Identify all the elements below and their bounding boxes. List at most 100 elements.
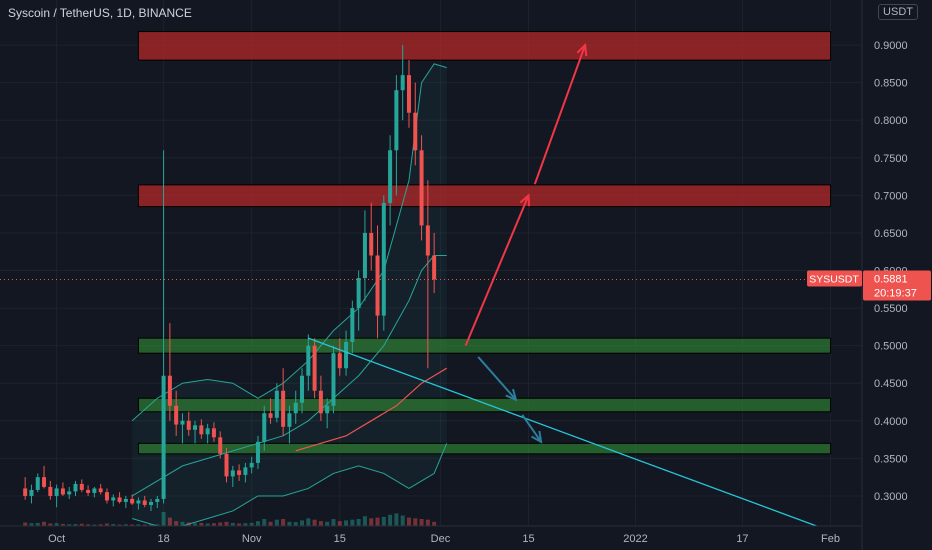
volume-bar — [406, 517, 411, 526]
candle — [111, 494, 116, 507]
candle — [193, 420, 198, 444]
candle — [281, 368, 286, 436]
volume-bar — [92, 524, 97, 526]
candle-body — [130, 498, 135, 504]
y-tick-label: 0.4500 — [874, 378, 908, 390]
volume-bar — [142, 524, 147, 526]
candle-body — [117, 497, 122, 502]
candle-body — [67, 491, 72, 495]
candle-body — [211, 428, 216, 438]
volume-bar — [42, 521, 47, 526]
candle — [432, 232, 437, 294]
x-tick-label: 15 — [522, 533, 534, 545]
candle-body — [350, 308, 355, 342]
candle-body — [337, 353, 342, 369]
candle-body — [73, 483, 78, 492]
candle — [161, 150, 166, 504]
volume-bar — [54, 523, 59, 526]
candle — [388, 135, 393, 226]
candle — [300, 368, 305, 414]
candle — [312, 338, 317, 399]
candle — [306, 334, 311, 391]
candle-body — [419, 150, 424, 226]
candle-body — [29, 489, 34, 496]
volume-bar — [300, 520, 305, 526]
volume-bar — [211, 523, 216, 526]
volume-bar — [98, 524, 103, 526]
candle — [218, 431, 223, 459]
candle-body — [218, 437, 223, 454]
volume-bar — [337, 521, 342, 526]
y-tick-label: 0.9000 — [874, 40, 908, 52]
candle — [174, 390, 179, 436]
candle-body — [432, 255, 437, 280]
candle-body — [400, 75, 405, 91]
volume-bar — [48, 523, 53, 526]
candle-body — [186, 420, 191, 430]
candle — [73, 480, 78, 496]
candle — [92, 486, 97, 498]
volume-bar — [274, 519, 279, 526]
candle-body — [331, 353, 336, 406]
candle — [274, 383, 279, 423]
candle-body — [268, 413, 273, 418]
candle — [425, 180, 430, 369]
volume-bar — [174, 521, 179, 526]
candle-body — [193, 425, 198, 430]
candle — [130, 494, 135, 505]
red-arrow — [464, 194, 530, 347]
candle — [199, 419, 204, 439]
support-zone — [137, 397, 832, 413]
volume-bar — [306, 518, 311, 526]
candle-body — [35, 477, 40, 490]
x-tick-label: Nov — [242, 533, 262, 545]
candle — [400, 45, 405, 121]
volume-bar — [205, 523, 210, 526]
candle — [104, 488, 109, 504]
candle-body — [161, 375, 166, 499]
candle — [23, 477, 28, 500]
volume-bar — [218, 522, 223, 526]
candle — [318, 375, 323, 421]
volume-bar — [432, 521, 437, 526]
candle — [262, 405, 267, 451]
candle-body — [136, 500, 141, 504]
candle — [350, 300, 355, 354]
currency-button[interactable]: USDT — [878, 4, 918, 20]
candle — [224, 447, 229, 483]
volume-bar — [224, 521, 229, 526]
candle-body — [394, 90, 399, 151]
support-zone — [137, 337, 832, 354]
candle — [29, 484, 34, 504]
x-tick-label: 15 — [334, 533, 346, 545]
candle-body — [230, 470, 235, 477]
red-arrow-head — [576, 42, 588, 57]
candle-body — [425, 225, 430, 256]
candle — [325, 398, 330, 429]
candle — [419, 135, 424, 241]
candle-body — [255, 441, 260, 463]
candle — [331, 345, 336, 414]
volume-bar — [419, 519, 424, 526]
volume-bar — [281, 519, 286, 526]
red-arrow — [533, 44, 587, 185]
candle — [42, 465, 47, 489]
volume-bar — [375, 517, 380, 526]
volume-bar — [293, 522, 298, 526]
volume-bar — [287, 521, 292, 526]
volume-bar — [136, 524, 141, 526]
volume-bar — [369, 518, 374, 526]
candle-body — [325, 405, 330, 414]
volume-bar — [249, 522, 254, 526]
candle — [369, 202, 374, 271]
volume-bar — [356, 519, 361, 526]
teal-arrow — [521, 414, 542, 443]
candle-body — [54, 488, 59, 496]
candle — [362, 210, 367, 301]
candle — [287, 405, 292, 444]
volume-bar — [413, 518, 418, 526]
moving-average-line — [295, 367, 448, 452]
chart-title: Syscoin / TetherUS, 1D, BINANCE — [8, 6, 192, 20]
